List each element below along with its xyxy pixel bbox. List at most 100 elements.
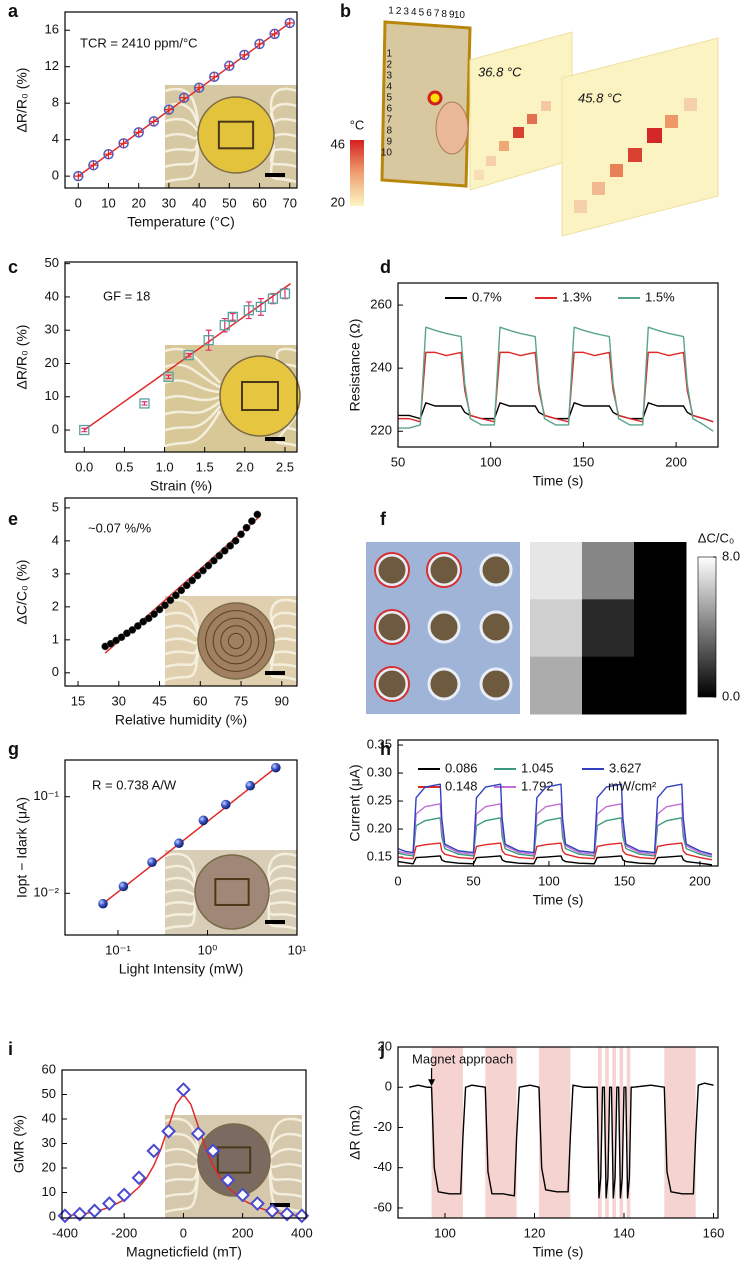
y-tick-label: -20: [373, 1119, 392, 1134]
x-axis-label: Temperature (°C): [127, 214, 235, 230]
pixel: [513, 127, 524, 138]
heatmap-cell: [634, 656, 687, 715]
scale-bar: [265, 920, 285, 924]
data-point: [220, 1172, 236, 1188]
marker-cross: [164, 105, 174, 115]
colorbar-label: ΔC/C₀: [698, 530, 734, 545]
inset-spiral: [227, 632, 245, 650]
x-tick-label: 10⁰: [198, 942, 218, 957]
y-tick-label: 40: [45, 288, 59, 303]
inset-trace: [164, 1175, 200, 1214]
data-point: [182, 581, 191, 590]
data-point: [242, 523, 251, 532]
marker-cross: [134, 127, 144, 137]
data-point: [203, 335, 214, 346]
heatmap-cell: [582, 656, 635, 715]
legend-label: 0.7%: [472, 289, 502, 304]
inset-trace: [269, 87, 298, 123]
x-tick-label: 400: [291, 1225, 313, 1240]
data-line: [397, 803, 713, 857]
y-tick-label: 0: [49, 1208, 56, 1223]
shaded-region: [598, 1047, 602, 1218]
data-point: [205, 1143, 221, 1159]
data-point: [150, 610, 158, 618]
column-number: 5: [419, 8, 425, 19]
scale-bar: [265, 671, 285, 675]
x-tick-label: 2.0: [236, 459, 254, 474]
annotation: Magnet approach: [412, 1051, 513, 1066]
data-point: [253, 510, 262, 519]
inset-trace: [164, 405, 221, 432]
heatmap-cell: [582, 599, 635, 658]
data-point: [219, 320, 230, 331]
panel-label: f: [380, 509, 387, 529]
x-tick-label: 140: [613, 1225, 635, 1240]
panel-label: e: [8, 509, 18, 529]
x-tick-label: 20: [131, 195, 145, 210]
y-axis-label: Current (μA): [347, 764, 363, 841]
y-tick-label: 30: [45, 322, 59, 337]
column-number: 9: [449, 10, 455, 21]
x-tick-label: 100: [538, 873, 560, 888]
inset-electrode: [217, 120, 255, 150]
data-point: [243, 305, 254, 316]
panel-label: a: [8, 1, 19, 21]
data-point: [279, 1206, 295, 1222]
error-bar: [205, 329, 212, 351]
x-tick-label: 200: [689, 873, 711, 888]
data-point: [220, 799, 231, 810]
scale-bar: [270, 1203, 290, 1207]
data-point: [155, 605, 164, 614]
x-tick-label: 0: [394, 873, 401, 888]
x-tick-label: -200: [111, 1225, 137, 1240]
data-point: [193, 571, 202, 580]
marker-cross: [239, 50, 249, 60]
x-axis-label: Magneticfield (mT): [126, 1244, 242, 1260]
marker-cross: [73, 171, 83, 181]
inset-trace: [164, 139, 200, 153]
x-axis-label: Time (s): [533, 892, 584, 908]
y-tick-label: 20: [45, 355, 59, 370]
data-point: [98, 898, 108, 909]
column-number: 4: [411, 7, 417, 18]
y-tick-label: 12: [45, 58, 59, 73]
photo-pad: [375, 610, 409, 644]
y-tick-label: 260: [370, 297, 392, 312]
data-point: [144, 614, 153, 623]
panel-label: g: [8, 739, 19, 759]
photo-pad: [479, 667, 513, 701]
error-bar: [281, 288, 288, 300]
inset-trace: [267, 903, 298, 931]
y-tick-label: 50: [45, 255, 59, 270]
marker-cross: [255, 39, 265, 49]
x-axis-label: Time (s): [533, 473, 584, 489]
data-line: [397, 783, 713, 855]
data-point: [101, 1196, 117, 1211]
pixel: [684, 98, 697, 111]
inset-trace: [268, 1132, 303, 1154]
y-axis-label: Iopt − Idark (μA): [14, 797, 30, 898]
y-tick-label: 50: [42, 1086, 56, 1101]
data-line: [398, 351, 714, 423]
inset-trace: [269, 598, 298, 630]
y-axis-label: ΔR/R₀ (%): [14, 68, 30, 133]
y-tick-label: 0: [52, 421, 59, 436]
colorbar-tick-label: 8.0: [722, 548, 740, 563]
inset-trace: [164, 149, 200, 184]
row-number: 1: [386, 49, 392, 60]
pixel: [527, 114, 537, 124]
data-point: [279, 288, 291, 299]
colorbar-min: 20: [331, 194, 345, 209]
legend-label: 0.086: [445, 760, 478, 775]
row-number: 8: [386, 126, 392, 137]
inset-electrode: [241, 381, 279, 411]
photo-highlight: [426, 552, 462, 588]
column-number: 8: [441, 9, 447, 20]
scale-bar: [265, 173, 285, 177]
heatmap-cell: [582, 542, 635, 600]
data-point: [204, 561, 213, 570]
hand: [435, 101, 469, 155]
x-axis-label: Light Intensity (mW): [119, 961, 243, 977]
x-tick-label: 30: [112, 693, 126, 708]
